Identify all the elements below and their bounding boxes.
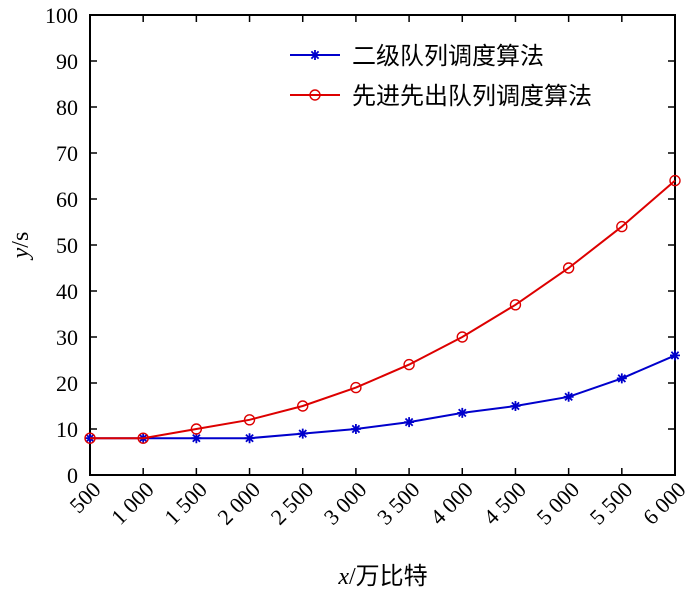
series-1-point bbox=[404, 417, 415, 428]
series-1-point bbox=[350, 424, 361, 434]
y-tick-label: 60 bbox=[56, 187, 78, 212]
x-tick-label: 1 500 bbox=[159, 477, 212, 530]
legend-label-1: 二级队列调度算法 bbox=[352, 42, 544, 70]
x-tick-label: 4 500 bbox=[478, 477, 531, 530]
x-tick-label: 1 000 bbox=[106, 477, 159, 530]
y-tick-label: 20 bbox=[56, 371, 78, 396]
series-2-point bbox=[84, 432, 96, 444]
x-axis-variable: x bbox=[337, 564, 349, 590]
series-2-point bbox=[137, 432, 149, 444]
x-axis-unit: /万比特 bbox=[349, 563, 428, 590]
series-2-point bbox=[243, 414, 256, 426]
series-2-point bbox=[403, 358, 415, 371]
series-1-point bbox=[297, 428, 308, 439]
legend-label-2: 先进先出队列调度算法 bbox=[352, 82, 592, 110]
y-tick-label: 80 bbox=[56, 95, 78, 120]
series-1-line bbox=[90, 354, 676, 440]
y-tick-label: 50 bbox=[56, 233, 78, 258]
legend-marker-1 bbox=[310, 50, 320, 60]
series-2-point bbox=[297, 400, 309, 412]
y-tick-label: 100 bbox=[45, 3, 78, 28]
series-2-point bbox=[350, 381, 362, 394]
series-layer bbox=[84, 174, 681, 444]
series-2-point bbox=[669, 174, 681, 187]
x-tick-label: 6 000 bbox=[638, 477, 691, 530]
series-1-point bbox=[616, 373, 627, 384]
y-tick-label: 90 bbox=[56, 49, 78, 74]
x-tick-label: 5 500 bbox=[585, 477, 638, 530]
series-2-point bbox=[456, 331, 468, 343]
x-tick-label: 3 500 bbox=[372, 477, 425, 530]
series-1-point bbox=[244, 433, 255, 444]
y-axis-unit: /s bbox=[8, 232, 34, 248]
x-tick-label: 2 500 bbox=[266, 477, 319, 530]
series-2-point bbox=[190, 423, 203, 435]
series-1-point bbox=[510, 401, 521, 411]
x-tick-label: 5 000 bbox=[531, 477, 584, 530]
y-axis-ticks: 0 10 20 30 40 50 60 70 80 90 100 bbox=[45, 3, 675, 488]
series-1-point bbox=[191, 433, 202, 444]
y-tick-label: 40 bbox=[56, 279, 78, 304]
series-2-point bbox=[509, 299, 522, 311]
y-tick-label: 10 bbox=[56, 417, 78, 442]
legend-marker-2 bbox=[309, 89, 321, 101]
x-axis-label: x/万比特 bbox=[337, 563, 427, 590]
x-tick-label: 3 000 bbox=[319, 477, 372, 530]
y-axis-variable: y bbox=[8, 247, 34, 260]
series-1-point bbox=[563, 391, 574, 402]
series-2-line bbox=[90, 179, 676, 440]
x-tick-label: 2 000 bbox=[212, 477, 265, 530]
y-tick-label: 30 bbox=[56, 325, 78, 350]
series-2-point bbox=[616, 220, 628, 233]
x-tick-label: 4 000 bbox=[425, 477, 478, 530]
series-2 bbox=[84, 174, 681, 444]
series-1 bbox=[85, 350, 680, 444]
y-tick-label: 70 bbox=[56, 141, 78, 166]
series-1-point bbox=[457, 407, 468, 418]
series-1-point bbox=[670, 350, 680, 361]
series-2-point bbox=[562, 262, 575, 274]
y-tick-label: 0 bbox=[67, 463, 78, 488]
y-axis-label: y/s bbox=[8, 232, 34, 261]
